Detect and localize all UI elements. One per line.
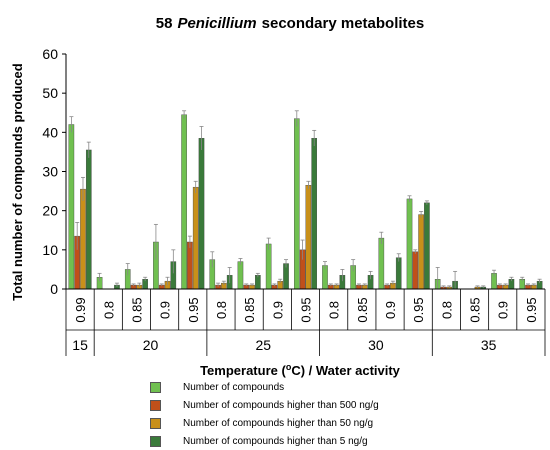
x-axis-category-table: 0.99 0.8 0.85 0.9 0.95 0.8 0.85 0.9 0.95 0.8 0.85 0…: [65, 288, 546, 356]
category-label: 0.8: [214, 301, 229, 319]
x-axis-label-start: Temperature (: [200, 363, 286, 378]
bar: [192, 186, 199, 290]
bar: [198, 138, 205, 290]
legend-item: Number of compounds higher than 5 ng/g: [150, 432, 379, 450]
bar: [395, 257, 402, 290]
y-axis-label: Total number of compounds produced: [10, 63, 25, 300]
bar: [294, 118, 300, 290]
chart-title-genus: Penicillium: [177, 15, 256, 32]
bar: [424, 202, 430, 290]
y-tick-label: 20: [42, 203, 58, 219]
legend: Number of compounds Number of compounds …: [150, 378, 379, 450]
bar: [181, 114, 187, 290]
legend-swatch-5: [150, 435, 161, 447]
legend-item: Number of compounds: [150, 378, 379, 396]
bar: [412, 251, 419, 290]
x-axis-label-degree: o: [286, 362, 292, 372]
y-tick-label: 60: [42, 46, 58, 62]
bar: [80, 188, 86, 290]
category-label: 0.95: [186, 297, 201, 322]
bar: [237, 261, 244, 290]
bar: [378, 237, 385, 290]
category-label: 0.9: [270, 301, 285, 319]
bar: [85, 149, 92, 290]
legend-swatch-compounds: [150, 381, 161, 393]
category-label: 0.8: [327, 301, 342, 319]
bar: [311, 138, 318, 290]
bars: [68, 110, 543, 290]
group-label: 20: [143, 337, 159, 353]
bar: [187, 241, 193, 290]
category-label: 0.95: [411, 297, 426, 322]
legend-label: Number of compounds higher than 50 ng/g: [183, 417, 374, 429]
y-tick-label: 10: [42, 242, 58, 258]
category-label: 0.95: [299, 297, 314, 322]
bar: [406, 198, 413, 290]
chart-title: 58 Penicillium secondary metabolites: [156, 15, 424, 32]
bar: [305, 185, 312, 290]
category-label: 0.85: [468, 297, 483, 322]
y-tick-label: 0: [50, 281, 58, 297]
group-label: 35: [481, 337, 497, 353]
legend-item: Number of compounds higher than 500 ng/g: [150, 396, 379, 414]
category-label: 0.9: [158, 301, 173, 319]
x-axis-label-end: C) / Water activity: [291, 363, 400, 378]
legend-swatch-500: [150, 399, 161, 411]
chart-title-rest: secondary metabolites: [262, 15, 425, 32]
legend-swatch-50: [150, 417, 161, 429]
bar: [255, 275, 261, 290]
group-label: 30: [368, 337, 384, 353]
chart-title-number: 58: [156, 15, 173, 32]
category-label: 0.85: [355, 297, 370, 322]
y-tick-label: 40: [42, 124, 58, 140]
category-label: 0.9: [383, 301, 398, 319]
legend-item: Number of compounds higher than 50 ng/g: [150, 414, 379, 432]
legend-label: Number of compounds higher than 500 ng/g: [183, 399, 379, 411]
legend-label: Number of compounds higher than 5 ng/g: [183, 435, 368, 447]
category-label: 0.9: [496, 301, 511, 319]
category-label: 0.85: [242, 297, 257, 322]
group-label: 25: [255, 337, 271, 353]
y-tick-label: 30: [42, 164, 58, 180]
legend-label: Number of compounds: [183, 381, 285, 393]
category-label: 0.8: [439, 301, 454, 319]
group-label: 15: [72, 337, 88, 353]
category-label: 0.8: [101, 301, 116, 319]
bar: [265, 243, 272, 290]
category-label: 0.99: [73, 297, 88, 322]
bar: [418, 214, 424, 290]
y-axis-ticks: 0 10 20 30 40 50 60: [42, 46, 67, 297]
x-axis-label: Temperature (oC) / Water activity: [200, 362, 401, 378]
category-label: 0.85: [129, 297, 144, 322]
category-label: 0.95: [524, 297, 539, 322]
bar: [68, 124, 75, 290]
y-tick-label: 50: [42, 85, 58, 101]
